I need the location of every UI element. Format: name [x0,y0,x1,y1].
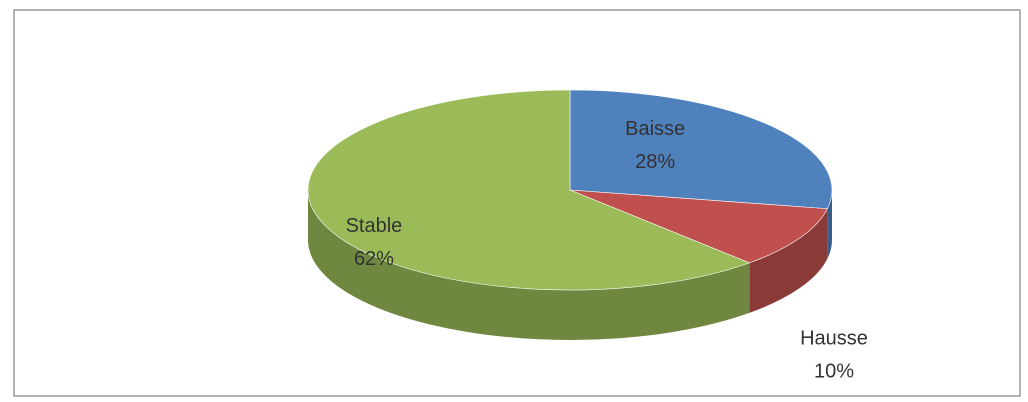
slice-label: Baisse [625,118,685,140]
slice-label: Stable [346,215,403,237]
slice [569,189,828,264]
slice-side [308,190,750,340]
slice-side [827,190,832,259]
slice [307,89,751,291]
slice-value-label: 62% [354,248,394,270]
slice [569,89,833,210]
slice-label: Hausse [800,328,868,350]
slice-value-label: 28% [635,151,675,173]
slice-side [749,208,828,313]
slice-value-label: 10% [814,361,854,383]
